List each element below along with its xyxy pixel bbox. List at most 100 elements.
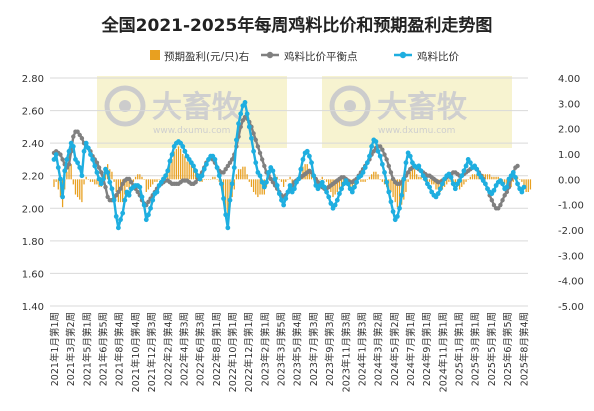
ratio-point (55, 165, 61, 170)
profit-bar (368, 176, 371, 180)
balance-point (118, 186, 123, 191)
balance-point (253, 137, 258, 143)
gridlines (50, 77, 528, 307)
balance-point (96, 165, 102, 170)
ratio-point (339, 186, 344, 192)
profit-bar (461, 179, 463, 187)
profit-bar (289, 176, 291, 180)
ratio-point (452, 186, 458, 192)
profit-bar (504, 179, 506, 185)
balance-point (77, 132, 82, 138)
profit-bar (454, 179, 456, 185)
ratio-point (225, 225, 231, 231)
profit-bar (53, 179, 55, 187)
ratio-point (154, 189, 160, 195)
balance-point (388, 170, 394, 175)
ratio-point (463, 163, 469, 169)
x-tick-label: 2023年9月第3周 (324, 312, 336, 386)
profit-bar (486, 174, 489, 180)
profit-bar (212, 176, 214, 180)
left-tick-label: 2.60 (22, 107, 44, 118)
profit-bar (205, 179, 208, 180)
ratio-point (105, 170, 111, 175)
ratio-point (388, 199, 394, 205)
x-tick-label: 2021年12月第3周 (146, 312, 158, 392)
profit-bar (152, 179, 154, 185)
profit-bar (364, 179, 366, 182)
ratio-point (75, 160, 81, 166)
ratio-point (287, 183, 293, 188)
balance-point (262, 163, 267, 169)
right-tick-label: -2.00 (558, 226, 584, 237)
profit-bar (473, 174, 476, 180)
profit-bar (85, 176, 87, 180)
ratio-point (244, 111, 250, 117)
ratio-point (201, 166, 207, 172)
profit-bar (177, 146, 180, 180)
ratio-point (319, 179, 325, 185)
profit-bar (360, 179, 362, 182)
profit-bar (192, 166, 195, 180)
ratio-point (216, 173, 222, 179)
x-tick-label: 2024年9月第1周 (421, 312, 433, 386)
profit-bar (171, 159, 173, 180)
profit-bar (463, 179, 465, 185)
balance-point (116, 189, 121, 195)
ratio-point (427, 184, 432, 190)
profit-bar (214, 176, 216, 180)
x-tick-label: 2023年2月第1周 (259, 312, 271, 386)
ratio-point (234, 137, 239, 143)
left-tick-label: 1.80 (22, 237, 44, 248)
profit-bar (57, 179, 59, 190)
ratio-point (146, 212, 151, 218)
profit-bar (484, 174, 487, 180)
legend-item: 鸡料比价平衡点 (261, 50, 358, 63)
profit-bar (210, 179, 212, 180)
ratio-point (311, 173, 317, 179)
x-tick-label: 2024年7月第1周 (405, 312, 417, 386)
left-tick-label: 2.40 (22, 139, 44, 150)
legend-item: 预期盈利(元/只)右 (150, 50, 249, 63)
profit-bar (188, 161, 190, 180)
balance-point (120, 181, 125, 187)
left-tick-label: 1.40 (22, 302, 44, 313)
ratio-point (397, 205, 402, 211)
profit-bar (255, 179, 257, 195)
profit-bar (418, 176, 420, 180)
profit-bar (141, 176, 143, 180)
profit-bar (467, 179, 469, 180)
profit-bar (250, 179, 253, 187)
left-tick-label: 2.00 (22, 204, 44, 215)
profit-bar (392, 179, 394, 198)
balance-point (390, 176, 396, 182)
ratio-point (364, 160, 370, 166)
profit-bar (420, 176, 422, 180)
ratio-point (141, 202, 147, 208)
ratio-point (64, 157, 70, 162)
ratio-point (236, 121, 241, 126)
ratio-point (467, 160, 473, 166)
ratio-point (107, 179, 113, 185)
legend-swatch-marker (266, 51, 274, 59)
ratio-point (369, 144, 375, 149)
ratio-point (111, 197, 117, 203)
balance-point (251, 131, 256, 136)
profit-bar (323, 179, 326, 180)
profit-bar (201, 179, 203, 182)
profit-bar (128, 179, 130, 190)
profit-bar (431, 179, 433, 185)
balance-point (114, 193, 119, 198)
x-tick-label: 2023年5月第4周 (292, 312, 304, 386)
ratio-point (440, 181, 445, 187)
ratio-point (394, 214, 400, 219)
ratio-point (459, 173, 465, 179)
balance-point (105, 194, 110, 200)
balance-point (75, 129, 80, 134)
ratio-point (266, 170, 272, 175)
watermark-logo-icon (329, 85, 371, 127)
ratio-point (274, 183, 280, 188)
ratio-point (349, 189, 355, 195)
